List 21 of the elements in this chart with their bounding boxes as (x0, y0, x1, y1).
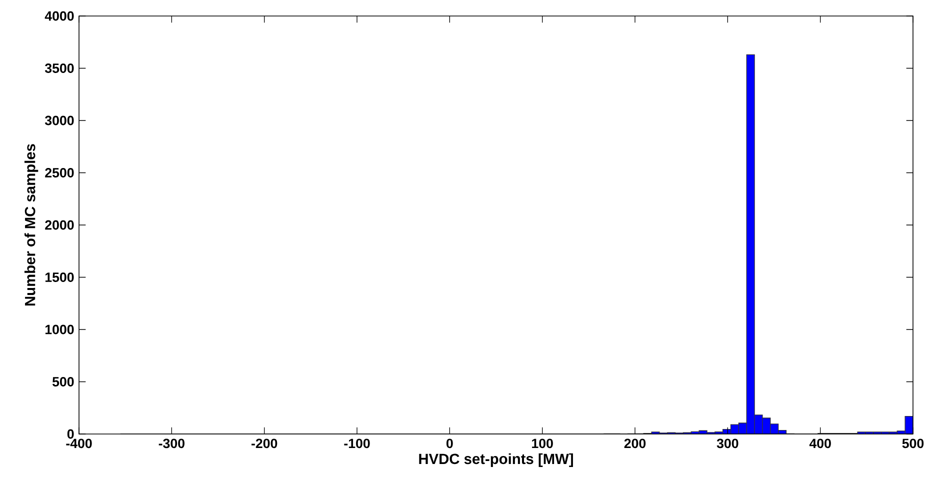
y-tick-label: 3000 (44, 116, 74, 126)
x-tick-label: 300 (716, 438, 738, 448)
y-tick-label: 2000 (45, 220, 74, 230)
y-tick-label: 4000 (44, 11, 74, 21)
x-axis-title: HVDC set-points [MW] (419, 453, 573, 467)
x-tick-label: 400 (809, 438, 831, 448)
y-tick-label: 3500 (44, 64, 74, 73)
x-tick-label: 500 (902, 438, 924, 448)
x-tick-label: -400 (66, 438, 92, 448)
y-tick-label: 2500 (45, 168, 74, 178)
y-axis-title: Number of MC samples (24, 144, 38, 306)
x-tick-label: -200 (252, 438, 278, 448)
y-tick-label: 500 (52, 377, 74, 386)
y-tick-label: 0 (67, 429, 74, 439)
x-tick-label: -100 (344, 438, 370, 448)
x-tick-label: 100 (532, 438, 553, 448)
x-tick-label: -300 (158, 438, 184, 448)
x-tick-label: 0 (446, 438, 453, 448)
y-tick-label: 1500 (45, 272, 74, 282)
x-tick-label: 200 (624, 438, 646, 448)
y-tick-label: 1000 (45, 324, 74, 334)
